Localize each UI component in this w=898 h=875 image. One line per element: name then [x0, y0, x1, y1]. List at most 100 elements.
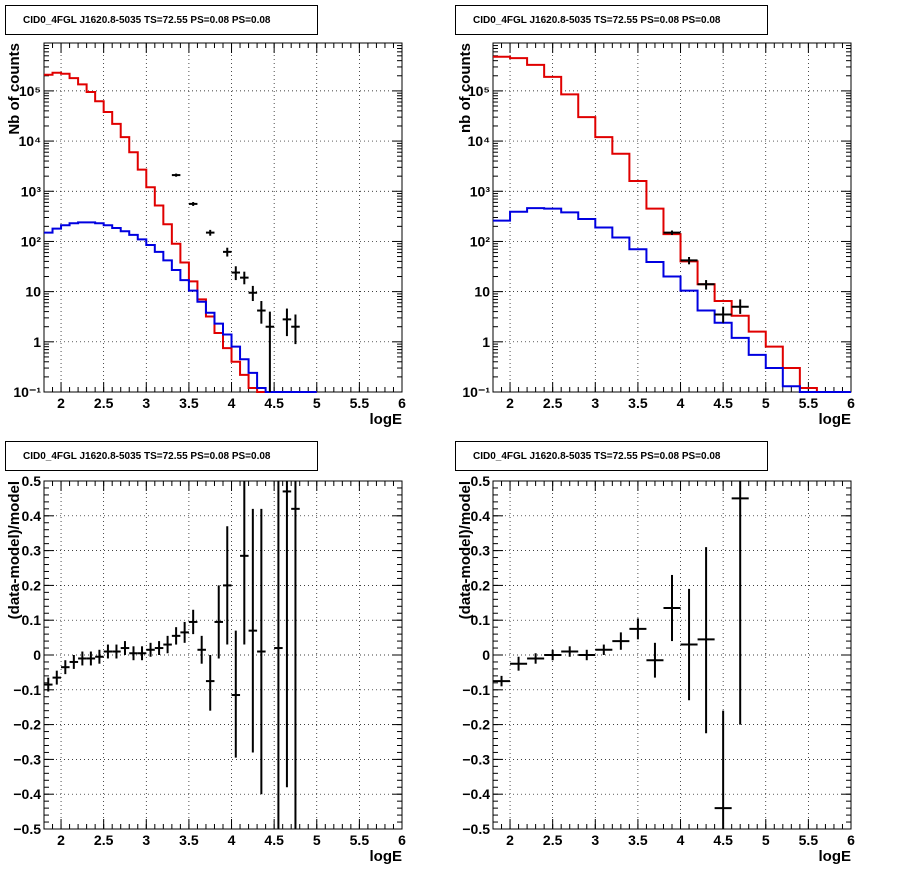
y-tick-label: −0.5 — [13, 821, 41, 837]
x-tick-label: 5.5 — [350, 832, 370, 848]
y-tick-label: −0.5 — [462, 821, 490, 837]
data-point — [214, 585, 223, 659]
y-tick-label: 10⁵ — [468, 83, 490, 99]
y-tick-label: 10³ — [470, 183, 491, 199]
y-tick-label: 10⁻¹ — [13, 384, 41, 400]
x-tick-label: 5.5 — [350, 395, 370, 411]
data-point — [697, 280, 715, 290]
data-point — [697, 547, 715, 734]
y-tick-label: 0.5 — [22, 473, 42, 489]
x-tick-label: 4 — [228, 832, 236, 848]
data-point — [69, 655, 79, 669]
x-tick-label: 5.5 — [799, 395, 819, 411]
y-tick-label: 10² — [21, 233, 42, 249]
grid-lines — [493, 43, 851, 392]
data-point — [663, 574, 681, 642]
x-tick-label: 3 — [142, 832, 150, 848]
y-axis-label: (data-model)/model — [6, 481, 23, 619]
data-point — [180, 621, 189, 643]
x-tick-label: 5 — [762, 395, 770, 411]
x-tick-label: 2 — [57, 832, 65, 848]
chart-title: CID0_4FGL J1620.8-5035 TS=72.55 PS=0.08 … — [473, 451, 721, 462]
x-axis-label: logE — [370, 848, 403, 865]
data-point — [188, 202, 198, 206]
data-points — [493, 481, 749, 829]
chart-title: CID0_4FGL J1620.8-5035 TS=72.55 PS=0.08 … — [23, 15, 271, 26]
data-point — [680, 256, 698, 265]
x-tick-label: 5 — [762, 832, 770, 848]
tick-labels: 2 2.5 3 3.5 4 4.5 5 5.5 6 10⁻¹ 1 10 10² 10³ 10⁴ 10⁵ — [462, 83, 855, 411]
data-point — [731, 481, 749, 725]
axis-ticks — [43, 480, 403, 830]
y-tick-label: 10⁴ — [468, 133, 491, 149]
x-tick-label: 3 — [142, 395, 150, 411]
y-tick-label: 10⁴ — [19, 133, 42, 149]
y-tick-label: 0.2 — [22, 577, 42, 593]
data-point — [714, 710, 732, 829]
x-tick-label: 4 — [228, 395, 236, 411]
data-point — [223, 247, 232, 257]
x-tick-label: 3.5 — [628, 832, 648, 848]
x-tick-label: 4 — [677, 395, 685, 411]
title-box-frame — [455, 441, 768, 471]
data-point — [646, 642, 664, 678]
y-tick-label: −0.1 — [462, 682, 490, 698]
y-tick-label: 0 — [482, 647, 490, 663]
data-point — [231, 630, 241, 758]
residual-panel-bottom-right: 2 2.5 3 3.5 4 4.5 5 5.5 6 −0.5 −0.4 −0.3 −0.2 −0.1 0 0.… — [455, 441, 855, 865]
y-tick-label: −0.1 — [13, 682, 41, 698]
x-tick-label: 4.5 — [713, 832, 733, 848]
model-histogram-line — [44, 71, 317, 393]
data-point — [52, 670, 62, 685]
chart-title-box: CID0_4FGL J1620.8-5035 TS=72.55 PS=0.08 … — [455, 5, 768, 35]
data-point — [680, 588, 698, 701]
data-point — [146, 642, 155, 657]
y-tick-label: 10 — [474, 284, 490, 300]
x-tick-label: 3.5 — [179, 832, 199, 848]
data-point — [274, 481, 283, 829]
data-point — [291, 314, 300, 345]
y-tick-label: 1 — [482, 334, 490, 350]
y-tick-label: 1 — [33, 334, 41, 350]
data-point — [61, 660, 70, 675]
data-point — [171, 173, 181, 177]
x-tick-label: 6 — [398, 395, 406, 411]
x-tick-label: 2 — [57, 395, 65, 411]
y-tick-label: 0.4 — [22, 508, 42, 524]
x-tick-label: 4.5 — [264, 395, 284, 411]
y-tick-label: 0.3 — [22, 543, 42, 559]
data-point — [240, 271, 249, 285]
x-tick-label: 4.5 — [264, 832, 284, 848]
data-point — [731, 299, 749, 314]
x-tick-label: 2.5 — [543, 832, 563, 848]
data-point — [120, 641, 130, 655]
data-point — [248, 508, 258, 753]
y-tick-label: 10 — [25, 284, 41, 300]
y-tick-label: 0 — [33, 647, 41, 663]
tick-labels: 2 2.5 3 3.5 4 4.5 5 5.5 6 −0.5 −0.4 −0.3 −0.2 −0.1 0 0.… — [13, 473, 406, 848]
data-point — [137, 646, 147, 661]
component-histogram-line — [493, 207, 851, 393]
data-point — [265, 311, 275, 392]
plot-frame — [492, 42, 852, 393]
grid-lines — [44, 481, 402, 829]
y-tick-label: −0.2 — [13, 717, 41, 733]
y-tick-label: −0.3 — [462, 751, 490, 767]
data-point — [112, 644, 121, 659]
tick-labels: 2 2.5 3 3.5 4 4.5 5 5.5 6 −0.5 −0.4 −0.3 −0.2 −0.1 0 0.… — [462, 473, 855, 848]
data-point — [129, 646, 138, 661]
x-tick-label: 5 — [313, 832, 321, 848]
x-tick-label: 5 — [313, 395, 321, 411]
data-point — [663, 230, 681, 235]
x-axis-label: logE — [819, 411, 852, 428]
chart-title-box: CID0_4FGL J1620.8-5035 TS=72.55 PS=0.08 … — [455, 441, 768, 471]
y-tick-label: 10⁵ — [19, 83, 41, 99]
x-tick-label: 6 — [398, 832, 406, 848]
data-point — [578, 649, 596, 661]
title-box-frame — [455, 5, 768, 35]
data-point — [95, 649, 104, 664]
y-tick-label: 0.3 — [471, 543, 491, 559]
data-point — [44, 677, 53, 692]
y-tick-label: 10⁻¹ — [462, 384, 490, 400]
